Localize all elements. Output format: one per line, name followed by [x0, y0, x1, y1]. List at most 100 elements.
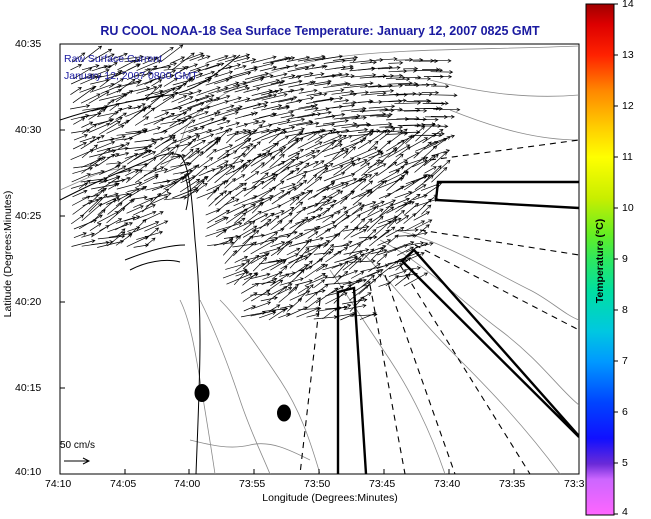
- current-arrow: [252, 78, 280, 88]
- current-arrow: [81, 124, 98, 134]
- current-arrow: [153, 147, 171, 157]
- current-arrow: [207, 117, 228, 125]
- current-arrow: [80, 45, 103, 63]
- current-arrow: [73, 134, 88, 141]
- current-arrow: [235, 187, 247, 197]
- current-arrow: [388, 60, 404, 65]
- current-arrow: [208, 192, 224, 207]
- current-arrow: [160, 139, 178, 152]
- current-arrow: [312, 160, 325, 168]
- current-arrow: [96, 110, 119, 118]
- colorbar-tick-label: 11: [622, 151, 633, 163]
- current-arrow: [359, 248, 375, 263]
- current-arrow: [396, 215, 410, 225]
- current-arrow: [349, 90, 370, 95]
- current-arrow: [330, 81, 349, 86]
- current-arrow: [403, 66, 419, 71]
- current-arrow: [216, 104, 235, 112]
- current-arrow: [430, 114, 455, 119]
- current-arrow: [253, 237, 279, 246]
- current-arrow: [297, 54, 326, 62]
- current-arrow: [361, 149, 382, 159]
- current-arrow: [315, 210, 341, 221]
- current-arrow: [314, 195, 327, 208]
- current-arrow: [90, 48, 113, 62]
- current-arrow: [313, 142, 335, 159]
- current-arrow: [188, 126, 205, 133]
- current-arrow: [81, 203, 103, 222]
- current-arrow: [196, 86, 221, 96]
- current-arrow: [198, 79, 211, 85]
- current-arrow: [433, 107, 461, 112]
- current-arrow: [403, 174, 428, 191]
- current-arrow: [241, 253, 269, 262]
- current-arrow: [172, 98, 200, 110]
- current-arrow: [117, 199, 134, 213]
- current-arrow: [207, 153, 230, 167]
- current-arrow: [134, 175, 159, 189]
- dashed-lines: [299, 139, 579, 474]
- current-arrow: [153, 46, 174, 62]
- current-arrow: [250, 272, 271, 280]
- current-arrow: [280, 74, 296, 79]
- current-arrow: [142, 107, 156, 118]
- current-arrow: [233, 56, 251, 63]
- current-arrow: [305, 121, 320, 126]
- current-arrow: [368, 229, 390, 247]
- current-arrow: [188, 164, 200, 175]
- current-arrow: [136, 59, 162, 71]
- current-arrow: [214, 165, 236, 184]
- current-arrow: [196, 182, 208, 192]
- current-arrow: [377, 73, 404, 78]
- current-arrow: [358, 128, 381, 133]
- current-arrow: [268, 304, 281, 312]
- current-arrow: [295, 131, 317, 141]
- current-arrow: [270, 79, 286, 85]
- current-arrow: [313, 279, 326, 289]
- current-arrow: [370, 220, 392, 240]
- current-arrow: [243, 124, 263, 142]
- current-arrow: [136, 86, 158, 94]
- current-arrow: [341, 207, 364, 222]
- current-arrow: [215, 144, 234, 152]
- current-arrow: [190, 140, 206, 149]
- current-arrow: [367, 160, 384, 169]
- current-arrow: [388, 210, 405, 224]
- current-arrow: [217, 119, 231, 126]
- current-arrow: [206, 111, 221, 117]
- current-arrow: [289, 196, 300, 206]
- current-arrow: [322, 143, 343, 153]
- current-arrow: [303, 176, 323, 191]
- current-arrow: [80, 176, 108, 183]
- current-arrow: [305, 141, 323, 151]
- current-arrow: [423, 145, 438, 158]
- current-arrow: [135, 163, 148, 174]
- current-arrow: [341, 92, 358, 97]
- current-arrow: [207, 163, 228, 183]
- current-arrow: [333, 98, 350, 103]
- current-arrow: [296, 162, 310, 175]
- current-arrow: [431, 124, 449, 129]
- current-arrow: [343, 250, 363, 261]
- current-arrow: [351, 108, 366, 113]
- current-arrow: [370, 129, 388, 142]
- current-arrow: [276, 135, 290, 143]
- current-arrow: [286, 99, 303, 104]
- current-arrow: [241, 58, 257, 64]
- current-arrow: [278, 187, 297, 199]
- current-arrow: [71, 52, 86, 63]
- current-arrow: [415, 92, 433, 97]
- current-arrow: [170, 153, 186, 158]
- current-arrow: [178, 96, 194, 104]
- current-arrow: [270, 260, 287, 271]
- current-arrow: [298, 80, 314, 86]
- current-arrow: [304, 275, 329, 287]
- current-arrow: [98, 147, 111, 158]
- current-arrow: [269, 215, 280, 224]
- current-arrow: [243, 241, 257, 253]
- current-arrow: [189, 54, 205, 61]
- current-arrow: [109, 117, 123, 126]
- current-arrow: [424, 106, 443, 111]
- current-arrow: [360, 150, 383, 167]
- current-arrow: [253, 213, 269, 222]
